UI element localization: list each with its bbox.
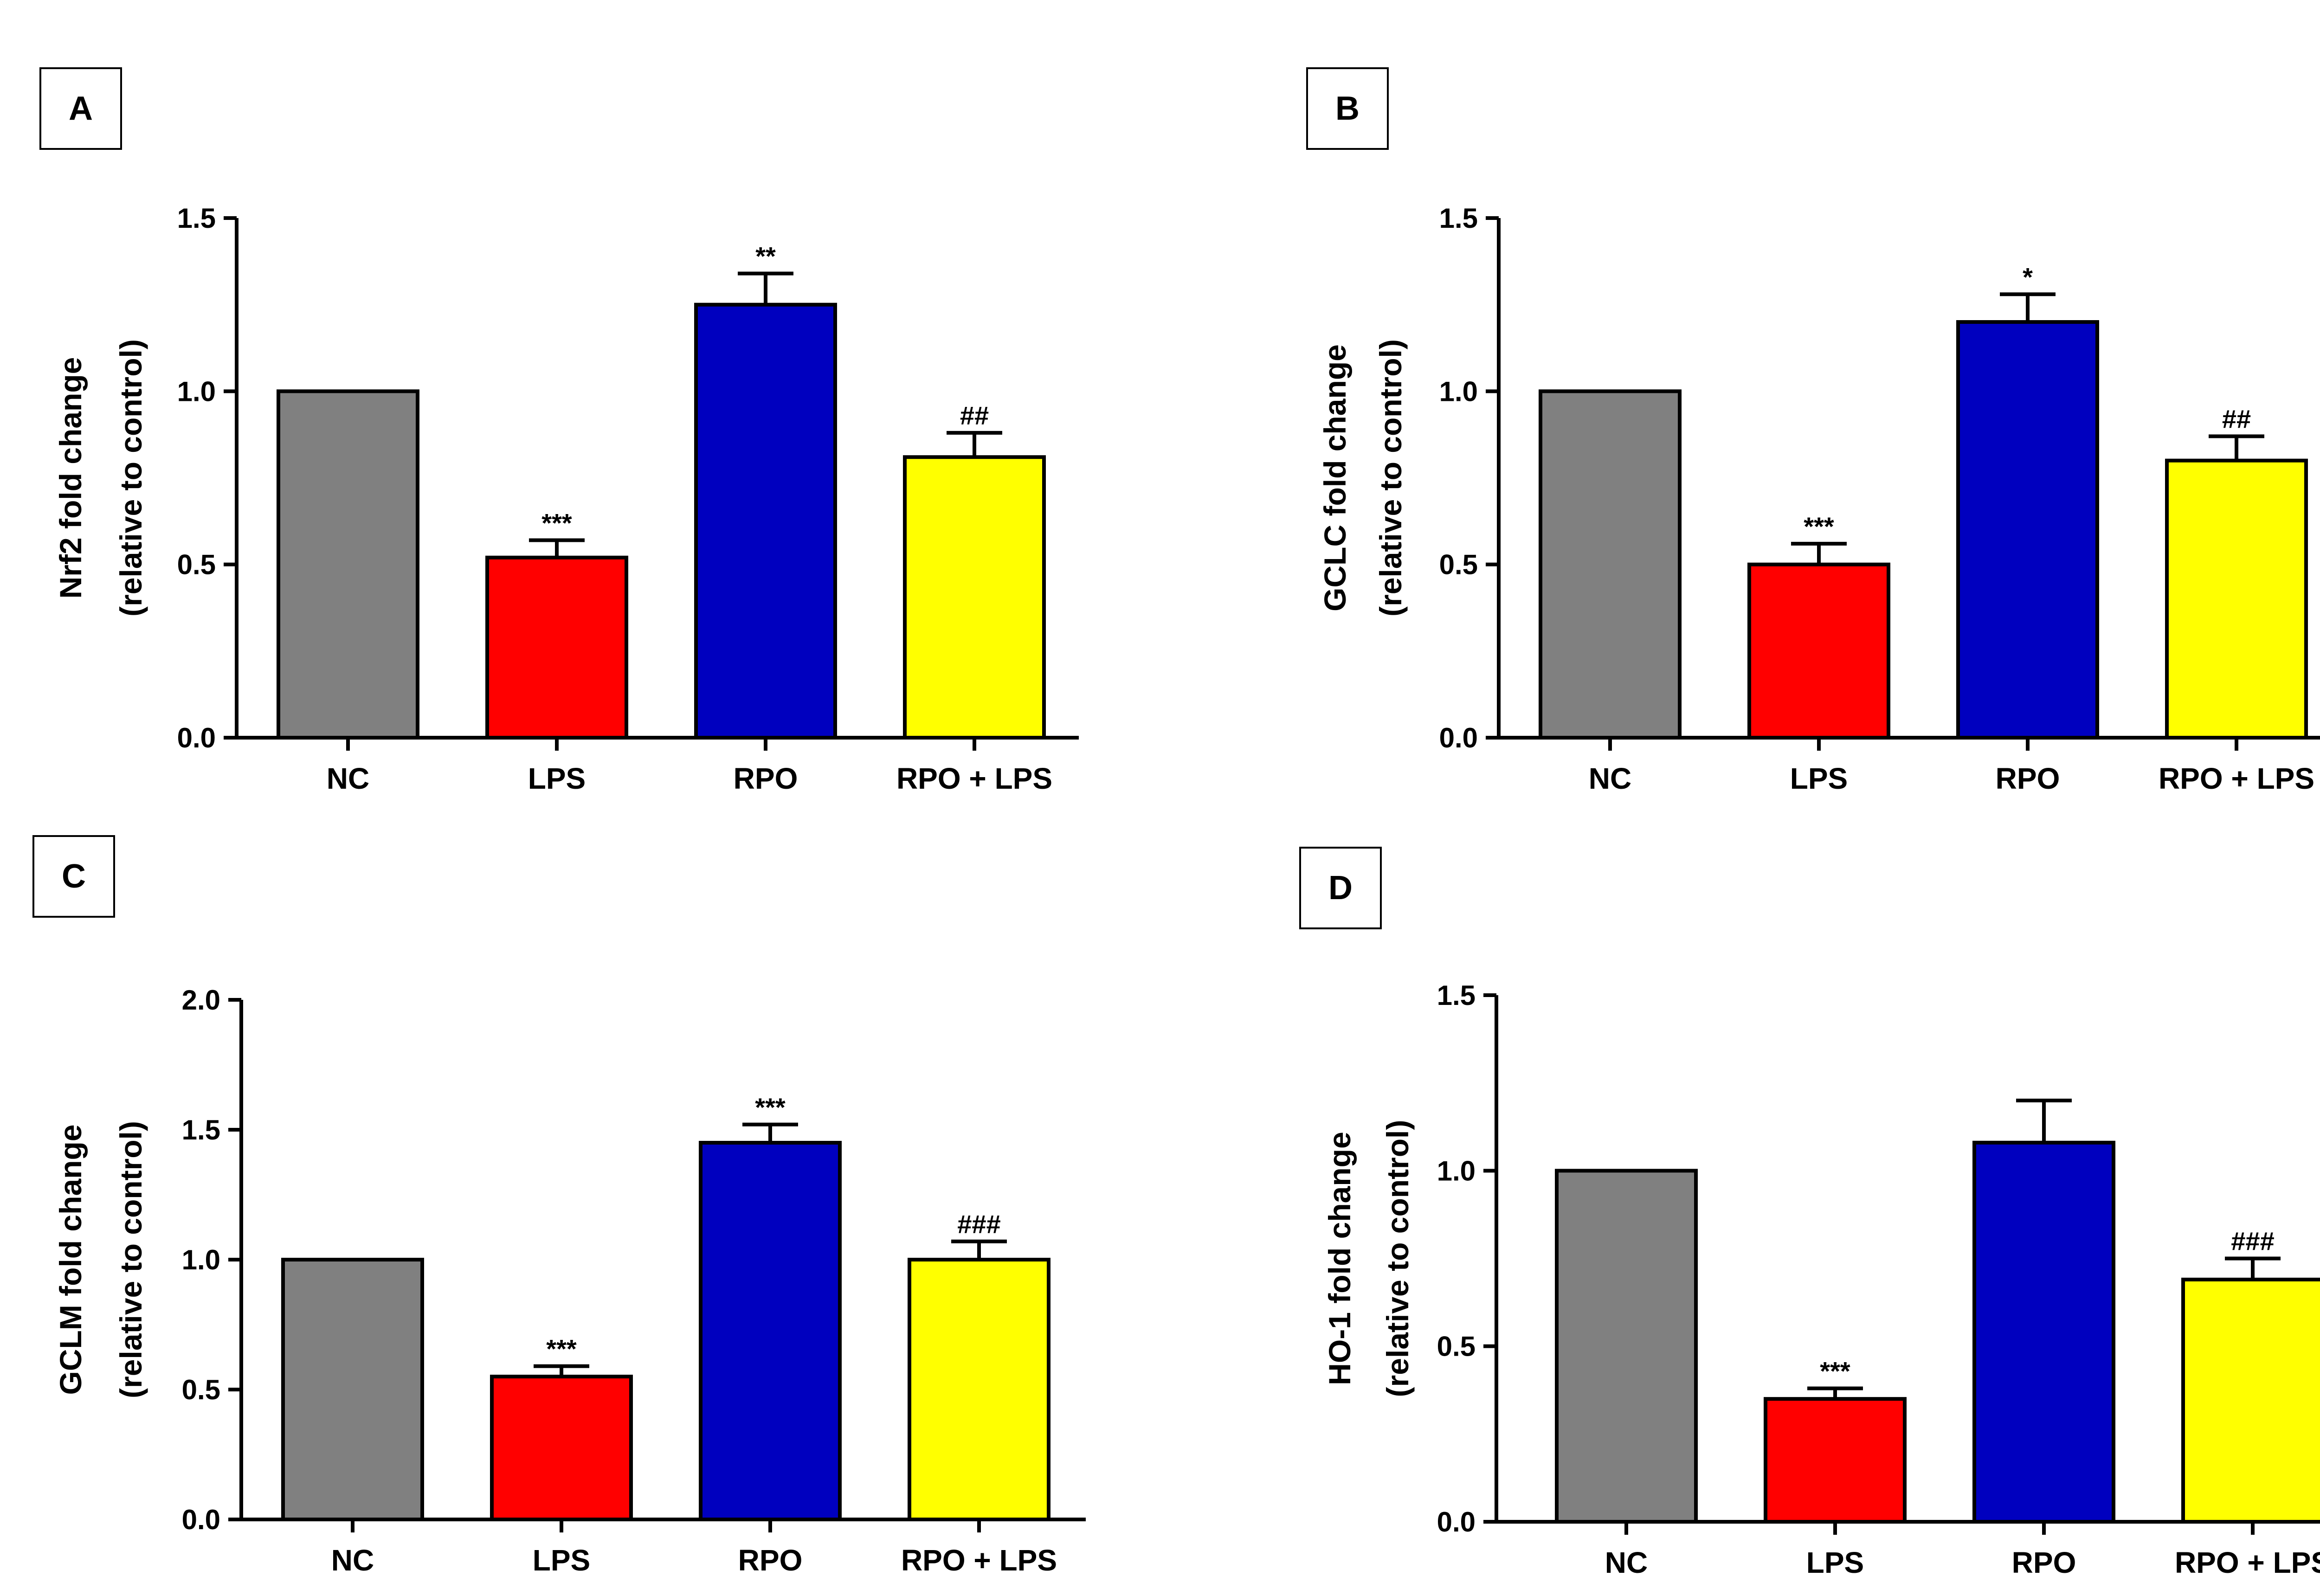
bar-lps [485,555,628,740]
y-tick-label: 1.5 [1439,203,1478,234]
y-tick-label: 0.5 [1437,1331,1476,1362]
bar-lps [1747,562,1890,740]
y-axis-title: Nrf2 fold change [53,357,88,599]
x-category-label: RPO [2012,1546,2076,1579]
y-tick-label: 0.0 [182,1504,220,1535]
significance-label: *** [1804,512,1834,541]
bar-nc [1539,389,1682,740]
bar-rpo [1956,320,2099,740]
significance-label: ### [957,1210,1000,1239]
significance-label: * [2023,262,2033,291]
significance-label: ## [2222,404,2251,433]
bar-lps [490,1375,633,1521]
chart-panel-c: 0.0 0.5 1.0 1.5 2.0 GCLM fold change (relative… [53,985,1086,1577]
x-category-label: RPO [734,762,798,795]
chart-panel-b: 0.0 0.5 1.0 1.5 GCLC fold change (relative to… [1318,203,2320,795]
y-tick-label: 1.5 [177,203,216,234]
x-category-label: LPS [1790,762,1848,795]
y-tick-label: 1.0 [177,376,216,407]
bar-nc [1555,1169,1698,1524]
bar-lps [1764,1397,1907,1524]
x-category-label: RPO + LPS [2175,1546,2320,1579]
y-axis-title: (relative to control) [114,1121,148,1398]
y-tick-label: 1.0 [182,1244,220,1275]
y-tick-label: 0.0 [1439,722,1478,753]
x-category-label: RPO [1996,762,2060,795]
x-category-label: RPO + LPS [2159,762,2314,795]
chart-panel-a: 0.0 0.5 1.0 1.5 Nrf2 fold change (relative to… [53,203,1079,795]
y-tick-label: 0.5 [1439,549,1478,580]
bar-rpo [699,1141,842,1521]
x-category-label: RPO [738,1544,803,1577]
y-axis-title: GCLC fold change [1318,344,1352,611]
y-tick-label: 1.5 [1437,980,1476,1011]
bar-rpo-lps [2165,458,2308,740]
y-axis-title: (relative to control) [1373,339,1408,617]
panel-label-d: D [1299,847,1382,929]
x-category-label: LPS [1806,1546,1864,1579]
x-category-label: NC [1589,762,1631,795]
significance-label: *** [541,508,572,537]
x-category-label: RPO + LPS [896,762,1052,795]
bar-rpo-lps [903,455,1046,740]
significance-label: *** [755,1093,786,1122]
panel-label-b: B [1306,67,1389,150]
bar-rpo [1972,1140,2115,1524]
y-tick-label: 0.0 [177,722,216,753]
panel-label-a: A [39,67,122,150]
bar-rpo [694,302,837,740]
significance-label: ** [755,241,776,270]
y-axis-title: HO-1 fold change [1322,1132,1357,1385]
panel-label-c: C [32,835,115,918]
significance-label: ### [2231,1227,2274,1256]
bar-nc [281,1258,424,1521]
x-category-label: LPS [533,1544,590,1577]
y-axis-title: (relative to control) [114,339,148,617]
y-axis-title: (relative to control) [1380,1120,1415,1397]
significance-label: *** [546,1334,577,1364]
y-tick-label: 0.5 [177,549,216,580]
x-category-label: LPS [528,762,586,795]
significance-label: *** [1820,1356,1850,1385]
y-tick-label: 1.5 [182,1114,220,1146]
bar-rpo-lps [2181,1277,2320,1524]
chart-panel-d: 0.0 0.5 1.0 1.5 HO-1 fold change (relative to… [1322,980,2320,1579]
y-tick-label: 0.0 [1437,1506,1476,1538]
bar-nc [277,389,419,740]
x-category-label: NC [327,762,369,795]
y-tick-label: 0.5 [182,1374,220,1405]
bar-rpo-lps [908,1258,1050,1521]
x-category-label: NC [331,1544,374,1577]
significance-label: ## [960,401,989,430]
y-tick-label: 1.0 [1439,376,1478,407]
y-axis-title: GCLM fold change [53,1125,88,1395]
y-tick-label: 2.0 [182,985,220,1016]
y-tick-label: 1.0 [1437,1155,1476,1186]
x-category-label: NC [1605,1546,1648,1579]
x-category-label: RPO + LPS [901,1544,1057,1577]
